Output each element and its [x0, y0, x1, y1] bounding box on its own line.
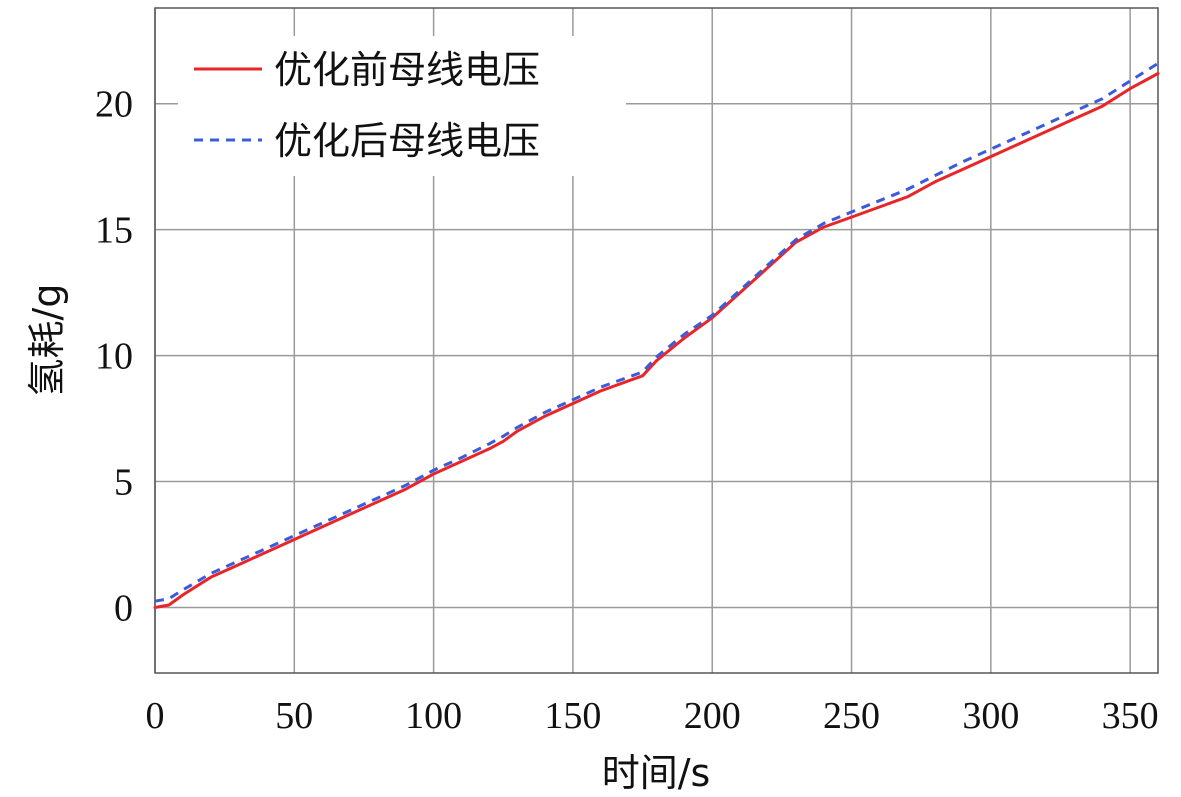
- x-tick-label: 100: [405, 695, 462, 737]
- x-tick-label: 200: [684, 695, 741, 737]
- x-tick-label: 250: [823, 695, 880, 737]
- legend: 优化前母线电压 优化后母线电压: [178, 36, 626, 176]
- x-tick-label: 350: [1102, 695, 1159, 737]
- series-lines: [153, 62, 1160, 609]
- x-tick-label: 50: [275, 695, 313, 737]
- y-tick-label: 5: [114, 462, 133, 504]
- series-line-0: [153, 72, 1160, 609]
- x-axis-title: 时间/s: [602, 751, 711, 795]
- y-tick-label: 20: [95, 84, 133, 126]
- y-axis-title: 氢耗/g: [25, 284, 69, 397]
- y-tick-label: 15: [95, 210, 133, 252]
- series-line-1: [154, 62, 1159, 603]
- grid-lines: [154, 8, 1158, 673]
- x-tick-label: 0: [146, 695, 165, 737]
- y-tick-label: 10: [95, 336, 133, 378]
- y-tick-labels: 0 5 10 15 20: [95, 84, 133, 630]
- legend-background: [178, 36, 626, 176]
- legend-label-after: 优化后母线电压: [274, 119, 540, 163]
- x-tick-labels: 0 50 100 150 200 250 300 350: [146, 695, 1159, 737]
- legend-label-before: 优化前母线电压: [274, 48, 540, 92]
- y-tick-label: 0: [114, 588, 133, 630]
- plot-frame: [154, 7, 1159, 674]
- x-tick-label: 150: [544, 695, 601, 737]
- x-tick-label: 300: [962, 695, 1019, 737]
